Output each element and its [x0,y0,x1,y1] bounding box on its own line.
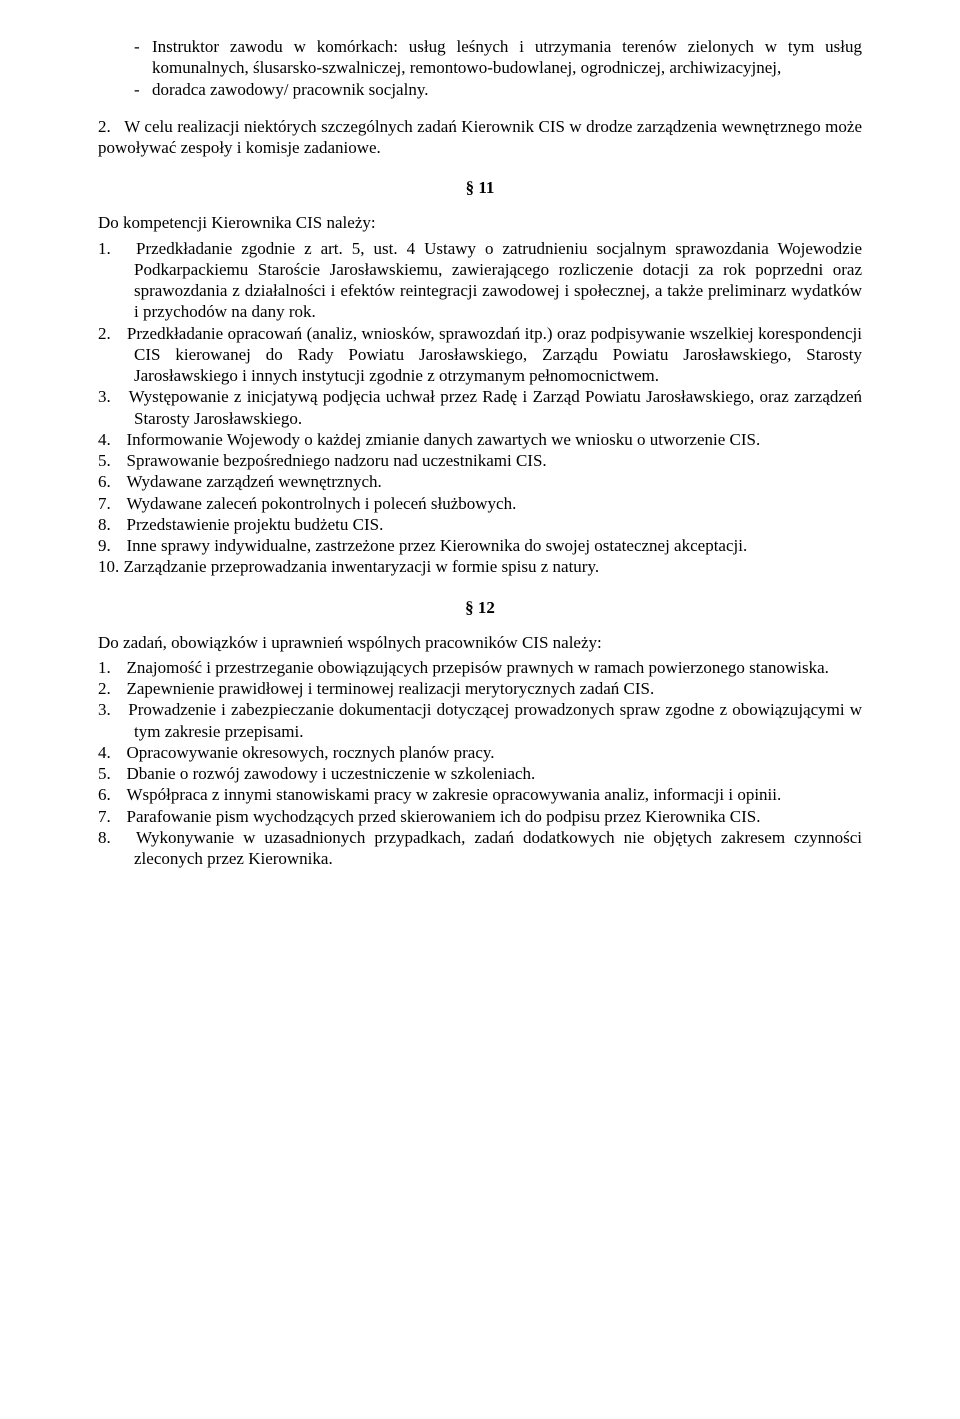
list-item: 2. Zapewnienie prawidłowej i terminowej … [98,678,862,699]
item-number: 6. [98,784,118,805]
item-number: 6. [98,471,118,492]
item-text: Wykonywanie w uzasadnionych przypadkach,… [134,828,862,868]
item-text: Informowanie Wojewody o każdej zmianie d… [127,430,761,449]
list-item: 3. Występowanie z inicjatywą podjęcia uc… [98,386,862,429]
list-item: 6. Współpraca z innymi stanowiskami prac… [98,784,862,805]
para-text: W celu realizacji niektórych szczególnyc… [98,117,862,157]
bullet-text: Instruktor zawodu w komórkach: usług leś… [152,37,862,77]
item-text: Współpraca z innymi stanowiskami pracy w… [127,785,782,804]
list-item: 8. Przedstawienie projektu budżetu CIS. [98,514,862,535]
item-number: 2. [98,323,118,344]
list-item: 7. Parafowanie pism wychodzących przed s… [98,806,862,827]
dash-icon: - [134,36,152,57]
section-mark: § 11 [98,178,862,198]
item-text: Występowanie z inicjatywą podjęcia uchwa… [129,387,862,427]
item-number: 8. [98,827,118,848]
item-number: 1. [98,238,118,259]
item-text: Inne sprawy indywidualne, zastrzeżone pr… [127,536,748,555]
item-text: Przedkładanie zgodnie z art. 5, ust. 4 U… [134,239,862,322]
item-text: Wydawane zaleceń pokontrolnych i poleceń… [127,494,517,513]
list-item: 5. Sprawowanie bezpośredniego nadzoru na… [98,450,862,471]
list-item: 2. Przedkładanie opracowań (analiz, wnio… [98,323,862,387]
item-number: 5. [98,763,118,784]
list-item: 4. Informowanie Wojewody o każdej zmiani… [98,429,862,450]
item-number: 3. [98,699,118,720]
list-item: 4. Opracowywanie okresowych, rocznych pl… [98,742,862,763]
item-text: Zapewnienie prawidłowej i terminowej rea… [127,679,655,698]
item-number: 4. [98,742,118,763]
item-text: Sprawowanie bezpośredniego nadzoru nad u… [127,451,547,470]
item-text: Przedstawienie projektu budżetu CIS. [127,515,384,534]
item-number: 9. [98,535,118,556]
list-item: 8. Wykonywanie w uzasadnionych przypadka… [98,827,862,870]
list-item: 9. Inne sprawy indywidualne, zastrzeżone… [98,535,862,556]
section-mark: § 12 [98,598,862,618]
item-text: Znajomość i przestrzeganie obowiązującyc… [127,658,829,677]
section-intro: Do zadań, obowiązków i uprawnień wspólny… [98,632,862,653]
bullet-text: doradca zawodowy/ pracownik socjalny. [152,80,428,99]
item-text: Dbanie o rozwój zawodowy i uczestniczeni… [127,764,536,783]
list-item: 5. Dbanie o rozwój zawodowy i uczestnicz… [98,763,862,784]
item-text: Przedkładanie opracowań (analiz, wnioskó… [127,324,862,386]
list-item: 10. Zarządzanie przeprowadzania inwentar… [98,556,862,577]
item-number: 1. [98,657,118,678]
list-item: 1. Przedkładanie zgodnie z art. 5, ust. … [98,238,862,323]
para-number: 2. [98,117,111,136]
item-text: Prowadzenie i zabezpieczanie dokumentacj… [128,700,862,740]
list-item: 3. Prowadzenie i zabezpieczanie dokument… [98,699,862,742]
document-page: -Instruktor zawodu w komórkach: usług le… [0,0,960,1419]
item-number: 2. [98,678,118,699]
item-number: 7. [98,806,118,827]
bullet-item: -doradca zawodowy/ pracownik socjalny. [98,79,862,100]
list-item: 7. Wydawane zaleceń pokontrolnych i pole… [98,493,862,514]
item-number: 7. [98,493,118,514]
bullet-item: -Instruktor zawodu w komórkach: usług le… [98,36,862,79]
dash-icon: - [134,79,152,100]
list-item: 6. Wydawane zarządzeń wewnętrznych. [98,471,862,492]
item-number: 10. [98,556,119,577]
item-number: 5. [98,450,118,471]
item-text: Wydawane zarządzeń wewnętrznych. [127,472,382,491]
numbered-paragraph: 2. W celu realizacji niektórych szczegól… [98,116,862,159]
item-text: Parafowanie pism wychodzących przed skie… [127,807,761,826]
section-intro: Do kompetencji Kierownika CIS należy: [98,212,862,233]
list-item: 1. Znajomość i przestrzeganie obowiązują… [98,657,862,678]
item-number: 8. [98,514,118,535]
item-number: 3. [98,386,118,407]
item-text: Zarządzanie przeprowadzania inwentaryzac… [124,557,600,576]
item-text: Opracowywanie okresowych, rocznych planó… [127,743,495,762]
spacer [98,100,862,116]
item-number: 4. [98,429,118,450]
